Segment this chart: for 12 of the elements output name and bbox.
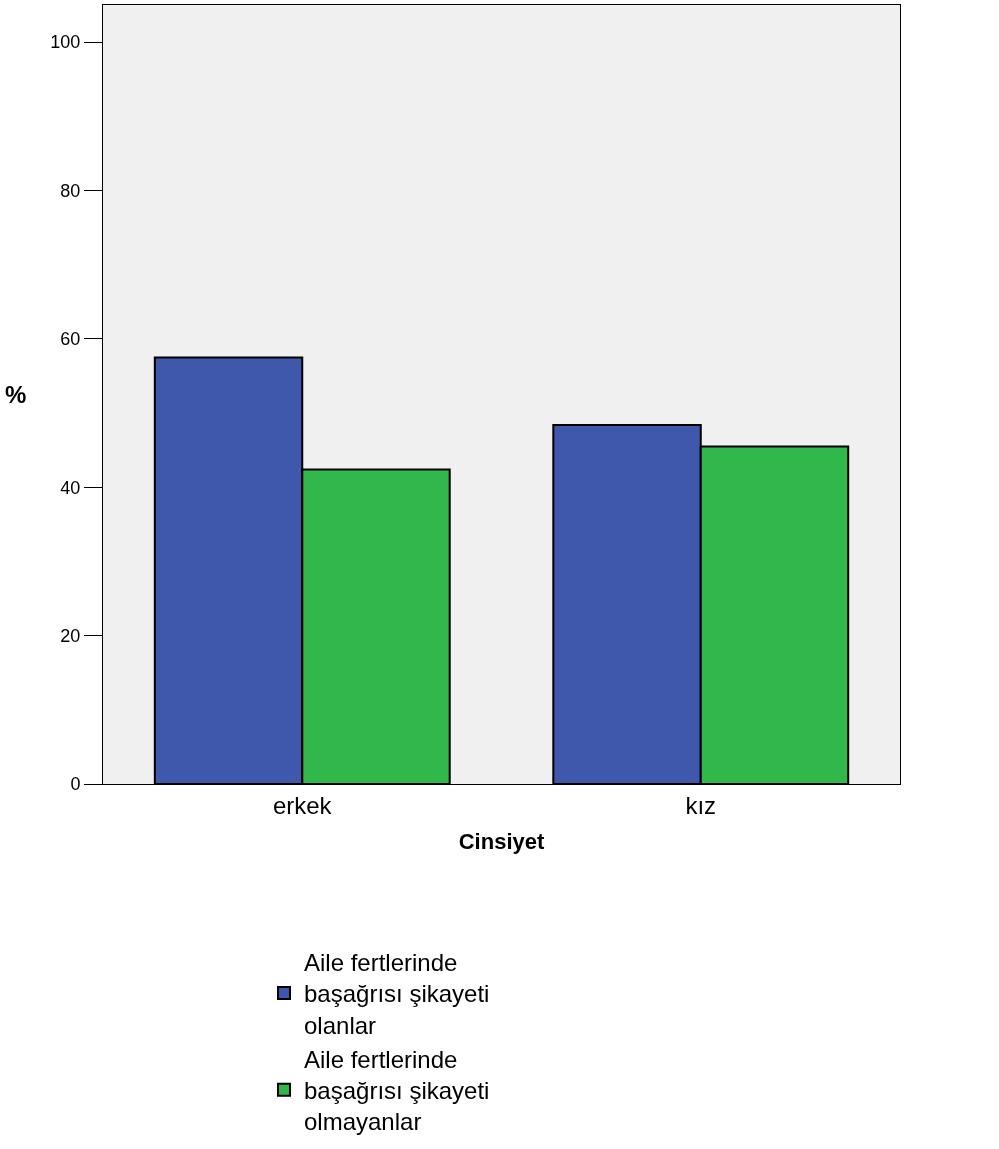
legend-label: Aile fertlerinde başağrısı şikayeti olanlar — [304, 949, 490, 1039]
y-tick-label: 40 — [60, 477, 81, 498]
x-tick-label: kız — [685, 791, 717, 819]
x-axis-title: Cinsiyet — [458, 828, 545, 854]
y-tick-label: 100 — [50, 32, 81, 53]
y-tick-label: 80 — [60, 180, 81, 201]
x-tick-label: erkek — [272, 791, 333, 819]
y-tick-label: 0 — [70, 774, 81, 795]
legend-label: Aile fertlerinde başağrısı şikayeti olmayanlar — [304, 1045, 490, 1136]
y-tick-label: 60 — [60, 329, 81, 350]
y-tick-label: 20 — [60, 625, 81, 646]
y-axis-title: % — [5, 381, 27, 408]
